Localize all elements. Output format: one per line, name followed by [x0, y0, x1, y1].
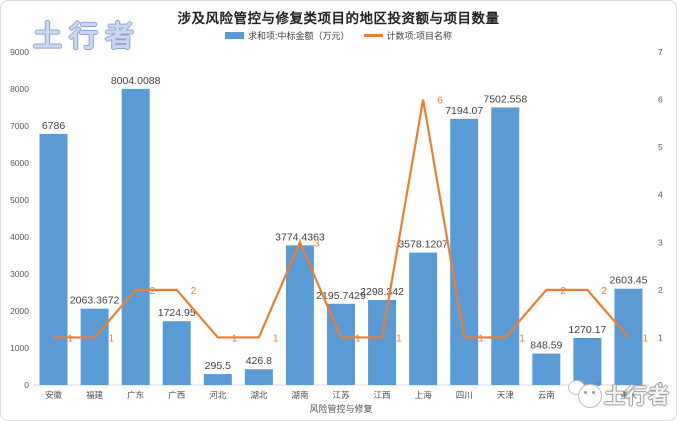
bar-湖南: [285, 245, 314, 385]
line-value-label: 1: [396, 333, 402, 344]
left-axis-tick: 4000: [10, 232, 29, 242]
bar-value-label: 295.5: [205, 360, 231, 372]
right-axis-tick: 6: [658, 95, 663, 105]
right-axis-tick: 1: [658, 332, 663, 342]
line-value-label: 2: [191, 286, 197, 297]
left-axis-tick: 7000: [10, 121, 29, 131]
left-axis-tick: 8000: [10, 84, 29, 94]
right-axis-tick: 7: [658, 47, 663, 57]
chart-legend: 求和项:中标金额（万元） 计数项:项目名称: [0, 29, 677, 42]
bar-江西: [368, 299, 397, 385]
legend-bar-label: 求和项:中标金额（万元）: [247, 31, 350, 41]
bar-value-label: 7194.07: [445, 105, 483, 117]
line-value-label: 1: [642, 333, 648, 344]
x-axis-title: 风险管控与修复: [309, 403, 372, 414]
bar-value-label: 2603.45: [609, 275, 647, 287]
watermark-bottom-right: 土行者: [568, 378, 670, 412]
bar-value-label: 2195.7429: [316, 290, 366, 302]
line-value-label: 1: [232, 333, 238, 344]
x-axis-category-label: 上海: [415, 390, 433, 400]
bar-series-swatch-icon: [224, 32, 244, 39]
line-value-label: 1: [519, 333, 525, 344]
bar-value-label: 3774.4363: [275, 231, 325, 243]
left-axis-tick: 9000: [10, 47, 29, 57]
x-axis-category-label: 河北: [209, 390, 227, 400]
right-axis-tick: 5: [658, 142, 663, 152]
bar-云南: [532, 353, 561, 385]
x-axis-category-label: 湖南: [291, 390, 308, 400]
bar-浙江: [573, 338, 602, 385]
left-axis-tick: 1000: [10, 343, 29, 353]
left-axis-tick: 2000: [10, 306, 29, 316]
bar-value-label: 426.8: [246, 355, 272, 367]
line-value-label: 6: [437, 96, 443, 107]
bar-四川: [450, 118, 479, 386]
watermark-top-left: 土行者: [33, 21, 142, 53]
x-axis-category-label: 福建: [86, 390, 104, 400]
bar-福建: [80, 308, 109, 385]
x-axis-category-label: 湖北: [250, 390, 268, 400]
x-axis-category-label: 安徽: [45, 390, 63, 400]
left-axis-tick: 5000: [10, 195, 29, 205]
left-axis-tick: 0: [24, 380, 29, 390]
chart-title: 涉及风险管控与修复类项目的地区投资额与项目数量: [177, 11, 500, 26]
watermark-bottom-text: 土行者: [604, 384, 670, 408]
bar-value-label: 1724.95: [158, 307, 196, 319]
bar-value-label: 1270.17: [568, 324, 606, 336]
x-axis-category-label: 天津: [497, 390, 515, 400]
bar-value-label: 848.59: [530, 340, 562, 352]
x-axis-category-label: 江西: [374, 390, 391, 400]
line-value-label: 1: [355, 333, 361, 344]
bar-value-label: 3578.1207: [398, 239, 448, 251]
right-axis-tick: 4: [658, 190, 663, 200]
right-axis-tick: 2: [658, 285, 663, 295]
line-value-label: 1: [478, 333, 484, 344]
x-axis-category-label: 广西: [168, 390, 185, 400]
bar-天津: [491, 107, 520, 385]
bar-value-label: 7502.558: [483, 93, 527, 105]
legend-line-label: 计数项:项目名称: [386, 31, 453, 41]
left-axis-tick: 6000: [10, 158, 29, 168]
left-axis-tick: 3000: [10, 269, 29, 279]
bar-湖北: [244, 369, 273, 385]
bar-value-label: 8004.0088: [111, 75, 161, 87]
bar-value-label: 6786: [42, 120, 66, 132]
x-axis-category-label: 云南: [538, 390, 555, 400]
x-axis-category-label: 四川: [456, 390, 473, 400]
count-line: [53, 99, 630, 339]
line-value-label: 2: [601, 286, 607, 297]
line-value-label: 1: [273, 333, 279, 344]
right-axis-tick: 0: [658, 380, 663, 390]
x-axis-category-label: 江苏: [332, 390, 350, 400]
bar-河北: [203, 374, 232, 385]
tuxingzhe-logo-icon: [568, 378, 604, 412]
line-series-swatch-icon: [363, 34, 383, 37]
line-value-label: 3: [314, 238, 320, 249]
legend-item-bar-series: 求和项:中标金额（万元）: [224, 29, 350, 42]
line-value-label: 1: [109, 333, 115, 344]
x-axis-category-label: 广东: [127, 390, 144, 400]
bar-value-label: 2298.342: [360, 286, 404, 298]
legend-item-line-series: 计数项:项目名称: [363, 29, 453, 42]
bar-上海: [409, 252, 438, 385]
bar-安徽: [39, 133, 68, 385]
bar-value-label: 2063.3672: [70, 295, 120, 307]
bar-广东: [121, 88, 150, 385]
right-axis-tick: 3: [658, 237, 663, 247]
line-value-label: 2: [560, 286, 566, 297]
x-axis-category-label: 重庆: [620, 390, 638, 400]
bar-广西: [162, 321, 191, 385]
line-value-label: 2: [150, 286, 156, 297]
line-value-label: 1: [68, 333, 74, 344]
